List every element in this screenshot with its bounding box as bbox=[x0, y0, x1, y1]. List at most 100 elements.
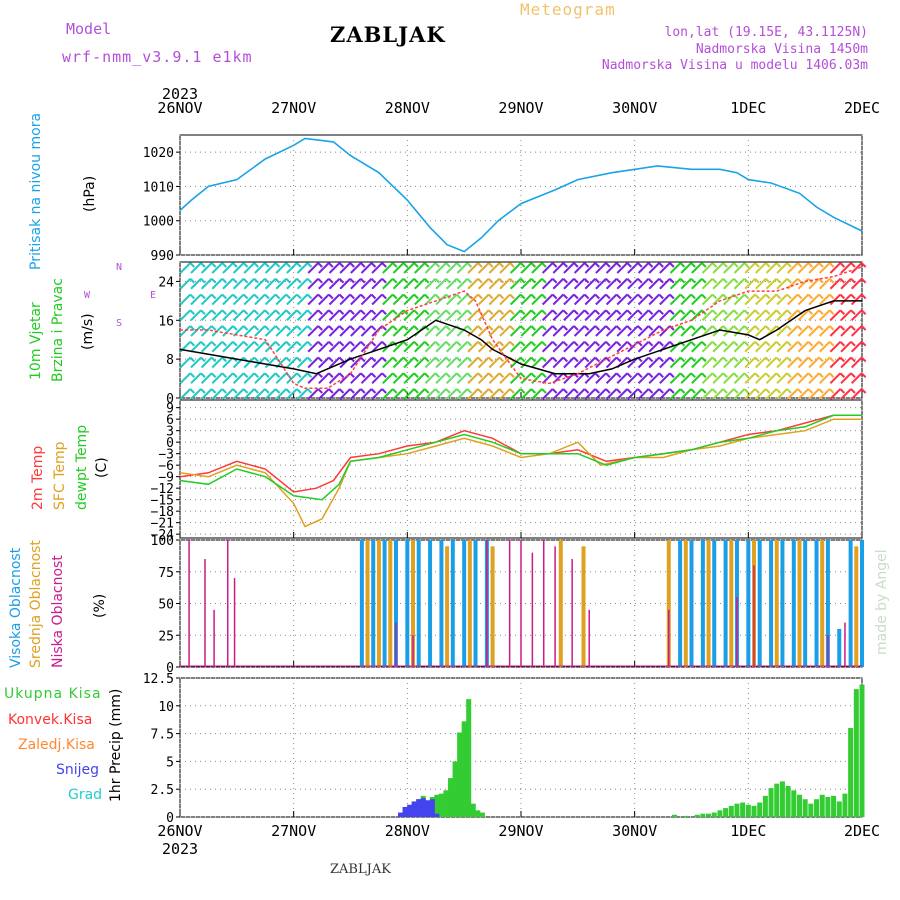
y-tick-label-wind: 8 bbox=[166, 353, 174, 368]
wind-barb bbox=[520, 262, 533, 274]
wind-barb bbox=[776, 309, 788, 321]
wind-barb-flag bbox=[328, 372, 334, 378]
wind-barb bbox=[318, 325, 330, 337]
wind-barb bbox=[850, 372, 863, 384]
wind-barb-flag bbox=[253, 325, 259, 331]
wind-barb-flag bbox=[466, 388, 473, 394]
wind-barb-flag bbox=[711, 293, 718, 300]
wind-barb-flag bbox=[594, 372, 600, 378]
wind-barb bbox=[573, 341, 586, 353]
wind-barb bbox=[563, 293, 575, 306]
wind-barb bbox=[222, 372, 234, 384]
wind-barb bbox=[318, 309, 330, 321]
bar-visoka-oblacnost bbox=[848, 540, 853, 667]
wind-barb-flag bbox=[573, 388, 579, 394]
series-line-wind-0 bbox=[179, 300, 862, 375]
wind-barb-flag bbox=[338, 388, 345, 394]
wind-barb bbox=[818, 293, 831, 306]
wind-barb-flag bbox=[828, 341, 835, 347]
wind-barb bbox=[541, 278, 554, 290]
wind-barb bbox=[222, 325, 234, 337]
wind-barb-flag bbox=[434, 278, 441, 284]
wind-barb bbox=[637, 278, 650, 290]
wind-barb-flag bbox=[349, 278, 355, 284]
wind-barb bbox=[467, 278, 479, 290]
bar-niska-oblacnost bbox=[554, 546, 556, 667]
wind-barb bbox=[808, 309, 820, 321]
wind-barb bbox=[222, 278, 234, 290]
wind-barb-flag bbox=[733, 372, 739, 378]
bar-niska-oblacnost bbox=[520, 540, 522, 667]
wind-barb bbox=[552, 325, 565, 337]
wind-barb bbox=[254, 388, 266, 400]
wind-barb-flag bbox=[583, 262, 590, 268]
wind-barb-flag bbox=[743, 388, 750, 394]
bar-ukupna-kisa bbox=[802, 799, 808, 817]
wind-barb-flag bbox=[786, 388, 792, 394]
wind-barb bbox=[456, 278, 469, 290]
bar-ukupna-kisa bbox=[723, 808, 729, 817]
wind-barb bbox=[339, 388, 351, 400]
wind-barb bbox=[808, 356, 820, 369]
wind-barb bbox=[797, 325, 810, 337]
wind-barb-flag bbox=[381, 278, 387, 284]
wind-barb bbox=[787, 388, 799, 400]
wind-barb-flag bbox=[402, 325, 409, 331]
wind-barb bbox=[403, 309, 415, 321]
bar-ukupna-kisa bbox=[740, 802, 746, 817]
wind-barb-flag bbox=[221, 325, 228, 331]
wind-barb bbox=[787, 372, 799, 384]
wind-barb bbox=[840, 388, 852, 400]
wind-barb bbox=[488, 372, 501, 384]
wind-barb-flag bbox=[200, 309, 206, 315]
wind-barb-flag bbox=[818, 325, 824, 331]
wind-barb bbox=[637, 262, 650, 274]
wind-barb bbox=[222, 341, 234, 353]
wind-barb-flag bbox=[370, 293, 377, 300]
wind-barb-flag bbox=[519, 356, 526, 363]
wind-barb bbox=[563, 388, 575, 400]
wind-barb-flag bbox=[317, 262, 323, 268]
wind-barb bbox=[723, 309, 735, 321]
bar-srednja-oblacnost bbox=[706, 540, 711, 667]
wind-barb-flag bbox=[839, 388, 846, 394]
wind-barb-flag bbox=[626, 293, 632, 300]
wind-barb bbox=[200, 356, 213, 369]
y-tick-label-clouds: 100 bbox=[151, 534, 174, 549]
bar-srednja-oblacnost bbox=[376, 540, 381, 667]
wind-barb-flag bbox=[242, 372, 249, 378]
bar-niska-oblacnost bbox=[753, 565, 755, 667]
wind-barb-flag bbox=[210, 356, 217, 363]
wind-barb bbox=[808, 293, 820, 306]
wind-barb-flag bbox=[828, 278, 835, 284]
wind-barb-flag bbox=[232, 341, 238, 347]
wind-barb bbox=[531, 388, 543, 400]
wind-barb-flag bbox=[839, 309, 846, 315]
wind-barb bbox=[755, 372, 767, 384]
wind-barb-flag bbox=[711, 372, 718, 378]
bar-ukupna-kisa bbox=[461, 721, 467, 817]
wind-barb bbox=[573, 388, 586, 400]
wind-barb bbox=[499, 356, 511, 369]
wind-barb bbox=[797, 372, 810, 384]
wind-barb bbox=[829, 293, 842, 306]
wind-barb bbox=[243, 309, 255, 321]
x-tick-label-top: 29NOV bbox=[498, 99, 543, 117]
wind-barb bbox=[563, 325, 575, 337]
wind-barb bbox=[339, 262, 351, 274]
wind-barb bbox=[797, 356, 810, 369]
bar-snijeg bbox=[420, 798, 426, 817]
wind-barb bbox=[744, 341, 756, 353]
wind-barb bbox=[680, 262, 692, 274]
wind-barb-flag bbox=[754, 356, 760, 363]
wind-barb bbox=[733, 341, 746, 353]
bar-visoka-oblacnost bbox=[462, 540, 467, 667]
wind-barb-flag bbox=[839, 293, 846, 300]
wind-barb bbox=[563, 309, 575, 321]
wind-barb-flag bbox=[487, 278, 494, 284]
wind-barb-flag bbox=[445, 278, 451, 284]
wind-barb bbox=[382, 309, 394, 321]
wind-barb-flag bbox=[669, 278, 675, 284]
wind-barb bbox=[648, 325, 660, 337]
wind-barb-flag bbox=[828, 262, 835, 268]
